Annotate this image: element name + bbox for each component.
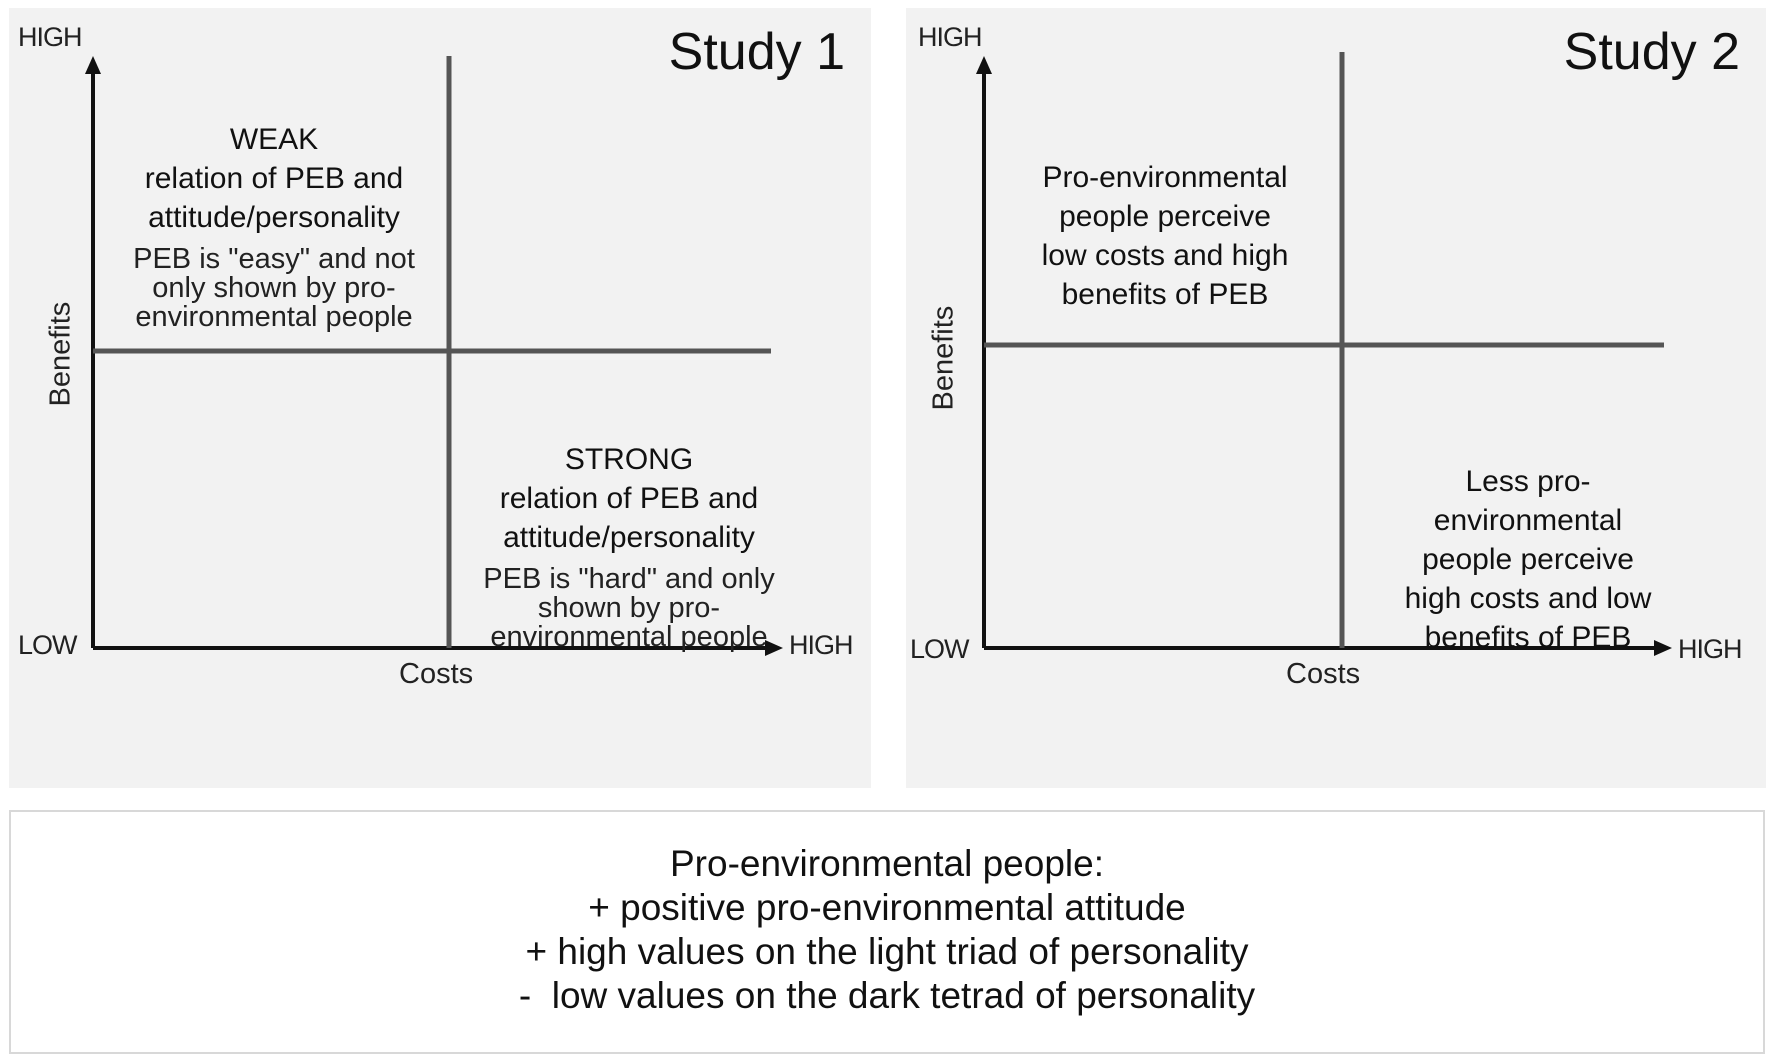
quadrant-subtext: PEB is "hard" and only shown by pro- env… (449, 565, 809, 652)
study-1-panel: Study 1 HIGH LOW HIGH Costs Benefits WEA… (9, 8, 871, 788)
quadrant-text-line: people perceive (1422, 543, 1634, 576)
study-2-bottom-right-quadrant-text: Less pro- environmental people perceive … (1348, 462, 1708, 657)
study-1-title: Study 1 (668, 23, 845, 81)
quadrant-text-line: people perceive (1059, 200, 1271, 233)
quadrant-text-line: benefits of PEB (1061, 278, 1269, 311)
study-2-top-left-quadrant-text: Pro-environmental people perceive low co… (990, 158, 1340, 314)
quadrant-subtext-line: PEB is "hard" and only (483, 563, 775, 595)
x-axis-arrow (765, 640, 783, 656)
summary-item: - low values on the dark tetrad of perso… (518, 975, 1256, 1016)
quadrant-subtext: PEB is "easy" and not only shown by pro-… (99, 245, 449, 332)
quadrant-heading-line: relation of PEB and (144, 162, 404, 195)
quadrant-subtext-line: PEB is "easy" and not (133, 243, 415, 275)
origin-low-label: LOW (910, 634, 970, 664)
study-1-quadrant-diagram (85, 56, 783, 656)
y-axis-arrow (85, 56, 101, 74)
quadrant-heading-line: STRONG (564, 443, 694, 476)
summary-heading: Pro-environmental people: (670, 843, 1104, 884)
study-2-quadrant-diagram (976, 52, 1672, 656)
study-1-bottom-right-quadrant-text: STRONG relation of PEB and attitude/pers… (449, 440, 809, 652)
quadrant-text-line: environmental (1433, 504, 1623, 537)
summary-item: + positive pro-environmental attitude (588, 887, 1186, 928)
quadrant-text-line: benefits of PEB (1424, 621, 1632, 654)
summary-item: + high values on the light triad of pers… (525, 931, 1249, 972)
quadrant-subtext-line: environmental people (490, 621, 768, 653)
quadrant-text-line: Pro-environmental (1042, 161, 1288, 194)
quadrant-text-line: high costs and low (1404, 582, 1652, 615)
y-axis-high-label: HIGH (918, 22, 982, 52)
y-axis-arrow (976, 56, 992, 74)
quadrant-text-line: Less pro- (1465, 465, 1591, 498)
study-2-title: Study 2 (1563, 23, 1740, 81)
x-axis-label: Costs (1286, 658, 1361, 690)
study-1-top-left-quadrant-text: WEAK relation of PEB and attitude/person… (99, 120, 449, 332)
quadrant-heading-line: attitude/personality (503, 521, 755, 554)
quadrant-heading-line: WEAK (229, 123, 319, 156)
y-axis-high-label: HIGH (18, 22, 82, 52)
study-2-panel: Study 2 HIGH LOW HIGH Costs Benefits Pro… (906, 8, 1766, 788)
origin-low-label: LOW (18, 630, 78, 660)
x-axis-high-label: HIGH (789, 630, 853, 660)
x-axis-arrow (1654, 640, 1672, 656)
x-axis-high-label: HIGH (1678, 634, 1742, 664)
summary-box: Pro-environmental people: + positive pro… (9, 810, 1765, 1054)
quadrant-subtext-line: shown by pro- (537, 592, 721, 624)
quadrant-heading-line: relation of PEB and (499, 482, 759, 515)
y-axis-label: Benefits (927, 305, 960, 411)
quadrant-text-line: low costs and high (1041, 239, 1289, 272)
quadrant-heading-line: attitude/personality (148, 201, 400, 234)
y-axis-label: Benefits (44, 301, 77, 407)
x-axis-label: Costs (399, 658, 474, 690)
quadrant-subtext-line: only shown by pro- (152, 272, 396, 304)
quadrant-subtext-line: environmental people (135, 301, 413, 333)
